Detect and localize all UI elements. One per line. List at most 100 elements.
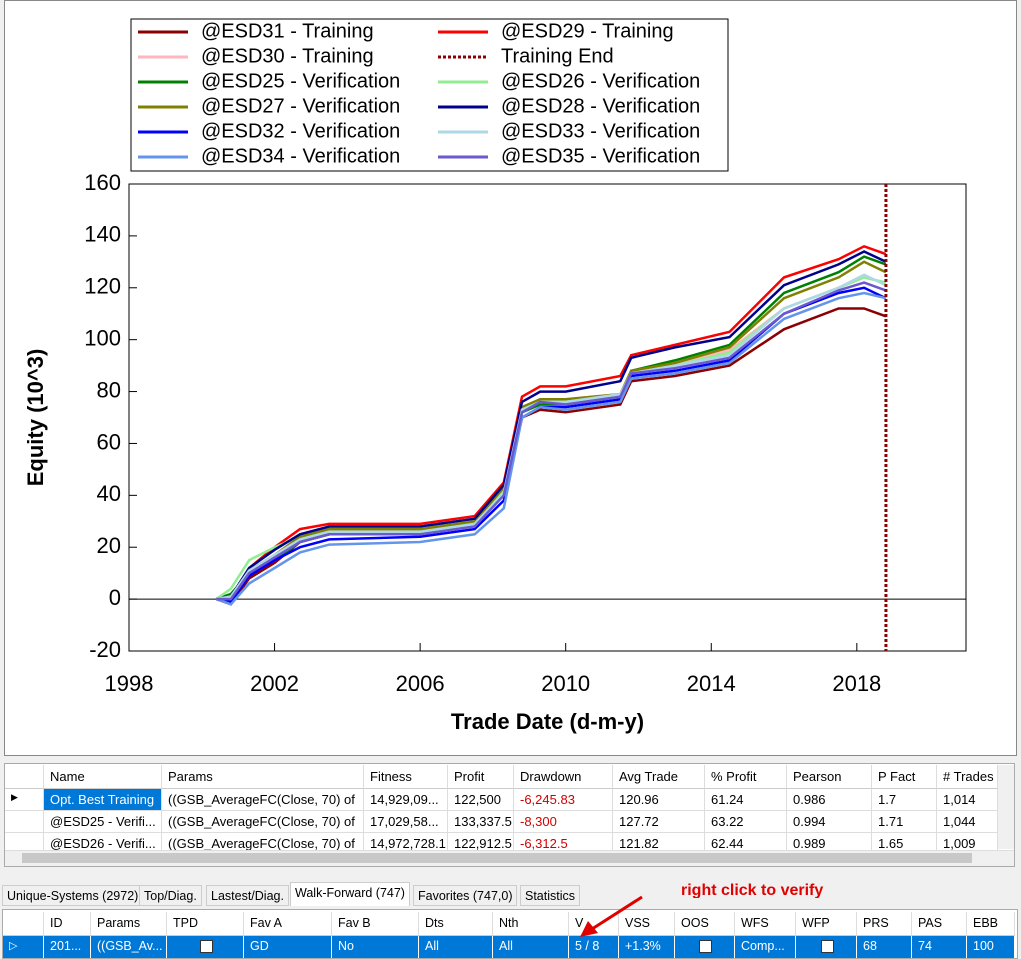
grid-cell[interactable]: All [419,936,493,958]
column-header[interactable]: % Profit [705,765,787,789]
table-cell[interactable]: 14,929,09... [364,789,448,811]
table-cell[interactable]: ((GSB_AverageFC(Close, 70) of [162,811,364,833]
tab[interactable]: Top/Diag. [139,885,202,906]
grid-cell[interactable]: ((GSB_Av... [91,936,167,958]
x-tick-label: 2014 [687,671,736,696]
table-cell[interactable]: 63.22 [705,811,787,833]
grid-cell[interactable]: No [332,936,419,958]
equity-line [215,291,887,606]
column-header[interactable]: Drawdown [514,765,613,789]
checkbox[interactable] [699,940,712,953]
row-header[interactable]: ▷ [3,936,44,958]
grid-column-header[interactable]: PAS [912,912,967,936]
tab[interactable]: Lastest/Diag. [206,885,289,906]
table-cell[interactable]: -8,300 [514,811,613,833]
row-header[interactable]: ▶ [5,789,44,811]
plot-frame [128,183,967,652]
x-axis-label: Trade Date (d-m-y) [451,709,644,734]
table-cell[interactable]: 120.96 [613,789,705,811]
legend-label: @ESD27 - Verification [201,95,400,117]
legend-label: @ESD34 - Verification [201,145,400,167]
table-cell[interactable]: 0.994 [787,811,872,833]
column-header[interactable]: Params [162,765,364,789]
grid-column-header[interactable]: EBB [967,912,1015,936]
column-header[interactable]: # Trades [937,765,998,789]
checkbox-cell[interactable] [796,936,857,958]
table-cell[interactable]: 1.71 [872,811,937,833]
legend-label: @ESD29 - Training [501,20,674,42]
equity-line [216,281,887,601]
grid-column-header[interactable]: ID [44,912,91,936]
tab[interactable]: Favorites (747,0) [413,885,518,906]
grid-cell[interactable]: 68 [857,936,912,958]
column-header[interactable]: P Fact [872,765,937,789]
column-header[interactable]: Fitness [364,765,448,789]
table-cell[interactable]: 1.65 [872,833,937,855]
table-cell[interactable]: 0.986 [787,789,872,811]
checkbox-cell[interactable] [675,936,735,958]
tab[interactable]: Walk-Forward (747) [290,882,410,906]
grid-cell[interactable]: 74 [912,936,967,958]
legend-label: @ESD31 - Training [201,20,374,42]
checkbox[interactable] [820,940,834,953]
table-cell[interactable]: 1,009 [937,833,998,855]
table-cell[interactable]: 1,014 [937,789,998,811]
table-cell[interactable]: Opt. Best Training [44,789,162,811]
y-axis-label: Equity (10^3) [23,349,48,487]
tab[interactable]: Statistics [520,885,581,906]
grid-column-header[interactable]: Params [91,912,167,936]
grid-cell[interactable]: GD [244,936,332,958]
row-header[interactable] [5,811,44,833]
grid-column-header[interactable]: TPD [167,912,244,936]
y-tick-label: 120 [84,274,121,299]
column-header[interactable]: Profit [448,765,514,789]
x-tick-label: 1998 [105,671,154,696]
table-cell[interactable]: 1,044 [937,811,998,833]
grid-column-header[interactable]: OOS [675,912,735,936]
tab[interactable]: Unique-Systems (2972) [2,885,144,906]
y-tick-label: 100 [84,325,121,350]
row-header [5,765,44,789]
y-tick-label: -20 [89,637,121,662]
checkbox-cell[interactable] [167,936,244,958]
table-cell[interactable]: 127.72 [613,811,705,833]
grid-column-header[interactable]: VSS [619,912,675,936]
grid-cell[interactable]: Comp... [735,936,796,958]
table-cell[interactable]: ((GSB_AverageFC(Close, 70) of [162,833,364,855]
x-tick-label: 2006 [396,671,445,696]
legend-label: Training End [501,45,614,67]
grid-column-header[interactable]: WFS [735,912,796,936]
table-cell[interactable]: 122,500 [448,789,514,811]
table-cell[interactable]: 133,337.5 [448,811,514,833]
x-tick-label: 2002 [250,671,299,696]
grid-column-header[interactable]: Fav A [244,912,332,936]
grid-cell[interactable]: +1.3% [619,936,675,958]
grid-column-header[interactable]: Dts [419,912,493,936]
checkbox[interactable] [199,940,213,953]
table-cell[interactable]: ((GSB_AverageFC(Close, 70) of [162,789,364,811]
table-cell[interactable]: 17,029,58... [364,811,448,833]
table-cell[interactable]: 1.7 [872,789,937,811]
grid-column-header[interactable]: Fav B [332,912,419,936]
equity-line [215,276,887,601]
grid-column-header[interactable]: PRS [857,912,912,936]
grid-cell[interactable]: 5 / 8 [569,936,619,958]
grid-column-header[interactable]: WFP [796,912,857,936]
column-header[interactable]: Name [44,765,162,789]
table-cell[interactable]: -6,245.83 [514,789,613,811]
grid-cell[interactable]: 201... [44,936,91,958]
x-tick-label: 2018 [832,671,881,696]
grid-cell[interactable]: All [493,936,569,958]
legend-label: @ESD28 - Verification [501,95,700,117]
table-cell[interactable]: @ESD25 - Verifi... [44,811,162,833]
grid-cell[interactable]: 100 [967,936,1015,958]
table-cell[interactable]: 61.24 [705,789,787,811]
equity-line [216,276,887,601]
legend-label: @ESD25 - Verification [201,70,400,92]
grid-column-header[interactable]: Nth [493,912,569,936]
column-header[interactable]: Pearson [787,765,872,789]
column-header[interactable]: Avg Trade [613,765,705,789]
legend-label: @ESD30 - Training [201,45,374,67]
y-tick-label: 0 [109,585,121,610]
legend-label: @ESD35 - Verification [501,145,700,167]
